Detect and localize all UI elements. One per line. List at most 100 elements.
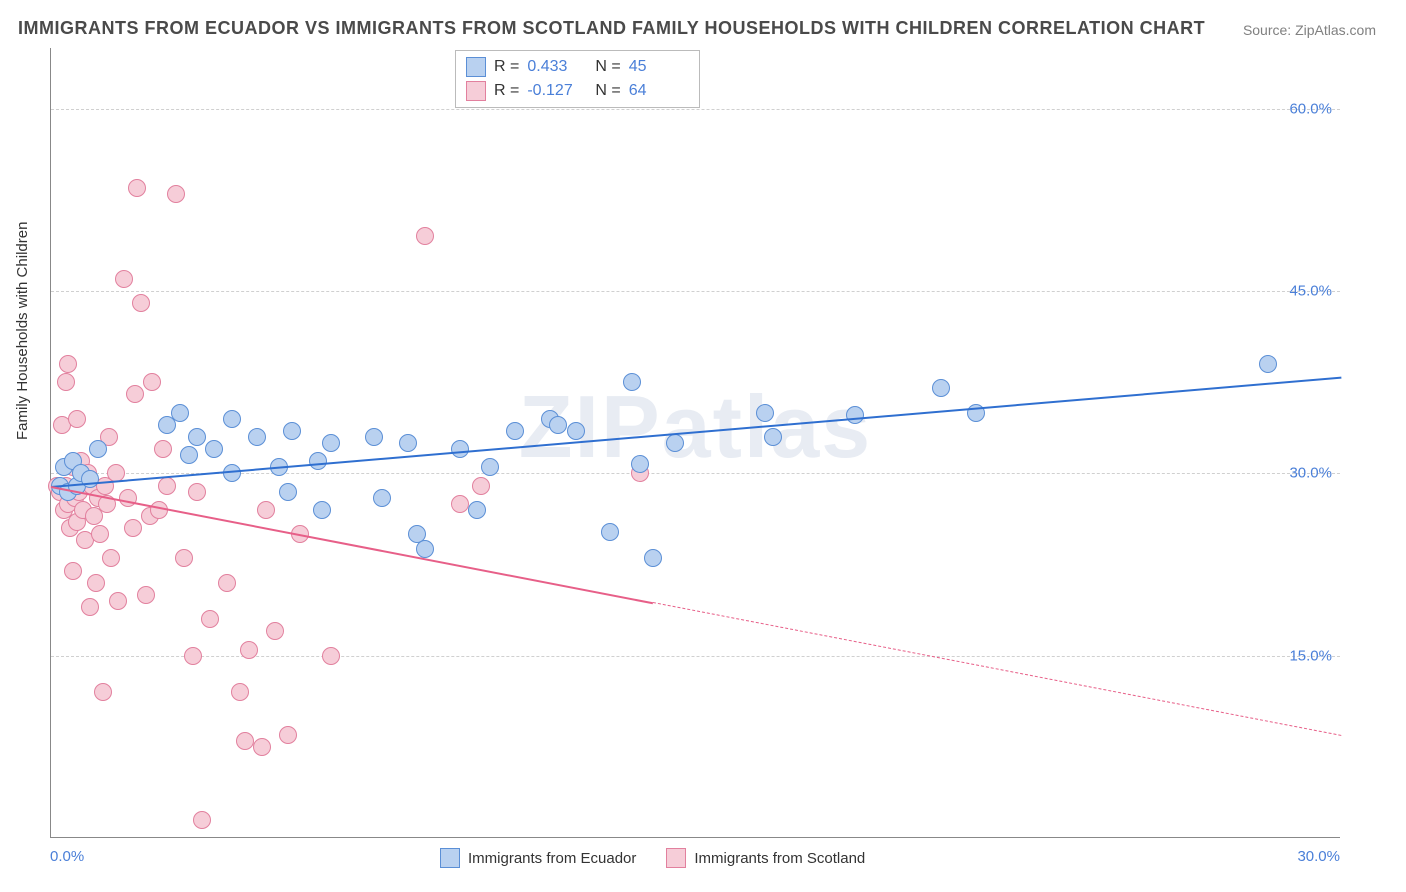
data-point — [567, 422, 585, 440]
data-point — [201, 610, 219, 628]
data-point — [644, 549, 662, 567]
legend-item-scotland: Immigrants from Scotland — [666, 848, 865, 868]
data-point — [365, 428, 383, 446]
source-label: Source: ZipAtlas.com — [1243, 22, 1376, 38]
data-point — [175, 549, 193, 567]
data-point — [128, 179, 146, 197]
data-point — [64, 562, 82, 580]
data-point — [94, 683, 112, 701]
x-tick-min: 0.0% — [50, 848, 84, 865]
data-point — [481, 458, 499, 476]
data-point — [126, 385, 144, 403]
data-point — [601, 523, 619, 541]
data-point — [81, 598, 99, 616]
data-point — [846, 406, 864, 424]
gridline — [51, 109, 1340, 110]
data-point — [115, 270, 133, 288]
data-point — [416, 227, 434, 245]
data-point — [451, 440, 469, 458]
data-point — [236, 732, 254, 750]
stat-n-label: N = — [595, 79, 620, 103]
data-point — [57, 373, 75, 391]
legend-swatch-ecuador — [466, 57, 486, 77]
legend-swatch-scotland — [666, 848, 686, 868]
data-point — [158, 477, 176, 495]
data-point — [248, 428, 266, 446]
data-point — [549, 416, 567, 434]
data-point — [91, 525, 109, 543]
data-point — [87, 574, 105, 592]
trend-line — [653, 602, 1341, 736]
data-point — [257, 501, 275, 519]
legend-swatch-ecuador — [440, 848, 460, 868]
data-point — [231, 683, 249, 701]
data-point — [171, 404, 189, 422]
data-point — [240, 641, 258, 659]
data-point — [89, 440, 107, 458]
data-point — [506, 422, 524, 440]
chart-title: IMMIGRANTS FROM ECUADOR VS IMMIGRANTS FR… — [18, 18, 1205, 39]
y-tick-label: 45.0% — [1289, 283, 1332, 300]
data-point — [223, 410, 241, 428]
legend-swatch-scotland — [466, 81, 486, 101]
data-point — [283, 422, 301, 440]
stat-r-value: 0.433 — [527, 55, 587, 79]
stat-n-label: N = — [595, 55, 620, 79]
bottom-legend: Immigrants from Ecuador Immigrants from … — [440, 848, 865, 868]
data-point — [143, 373, 161, 391]
data-point — [399, 434, 417, 452]
data-point — [109, 592, 127, 610]
stat-n-value: 64 — [629, 79, 689, 103]
data-point — [205, 440, 223, 458]
data-point — [68, 410, 86, 428]
gridline — [51, 473, 1340, 474]
y-tick-label: 15.0% — [1289, 647, 1332, 664]
gridline — [51, 291, 1340, 292]
legend-label: Immigrants from Ecuador — [468, 850, 636, 867]
data-point — [309, 452, 327, 470]
data-point — [193, 811, 211, 829]
stat-r-label: R = — [494, 79, 519, 103]
data-point — [253, 738, 271, 756]
data-point — [132, 294, 150, 312]
data-point — [137, 586, 155, 604]
data-point — [764, 428, 782, 446]
data-point — [322, 647, 340, 665]
data-point — [373, 489, 391, 507]
legend-stats-box: R = 0.433 N = 45 R = -0.127 N = 64 — [455, 50, 700, 108]
x-tick-max: 30.0% — [1297, 848, 1340, 865]
data-point — [188, 483, 206, 501]
data-point — [1259, 355, 1277, 373]
y-tick-label: 60.0% — [1289, 100, 1332, 117]
y-tick-label: 30.0% — [1289, 465, 1332, 482]
data-point — [313, 501, 331, 519]
data-point — [266, 622, 284, 640]
stat-r-label: R = — [494, 55, 519, 79]
y-axis-label: Family Households with Children — [14, 222, 31, 440]
data-point — [451, 495, 469, 513]
data-point — [416, 540, 434, 558]
legend-label: Immigrants from Scotland — [694, 850, 865, 867]
legend-stats-row: R = 0.433 N = 45 — [466, 55, 689, 79]
data-point — [932, 379, 950, 397]
data-point — [124, 519, 142, 537]
data-point — [188, 428, 206, 446]
data-point — [468, 501, 486, 519]
data-point — [154, 440, 172, 458]
legend-item-ecuador: Immigrants from Ecuador — [440, 848, 636, 868]
data-point — [218, 574, 236, 592]
legend-stats-row: R = -0.127 N = 64 — [466, 79, 689, 103]
plot-area: ZIPatlas 15.0%30.0%45.0%60.0% — [50, 48, 1340, 838]
data-point — [631, 455, 649, 473]
data-point — [180, 446, 198, 464]
data-point — [322, 434, 340, 452]
data-point — [102, 549, 120, 567]
data-point — [279, 726, 297, 744]
data-point — [81, 470, 99, 488]
trend-line — [51, 376, 1341, 487]
stat-n-value: 45 — [629, 55, 689, 79]
data-point — [184, 647, 202, 665]
data-point — [623, 373, 641, 391]
data-point — [59, 355, 77, 373]
data-point — [756, 404, 774, 422]
